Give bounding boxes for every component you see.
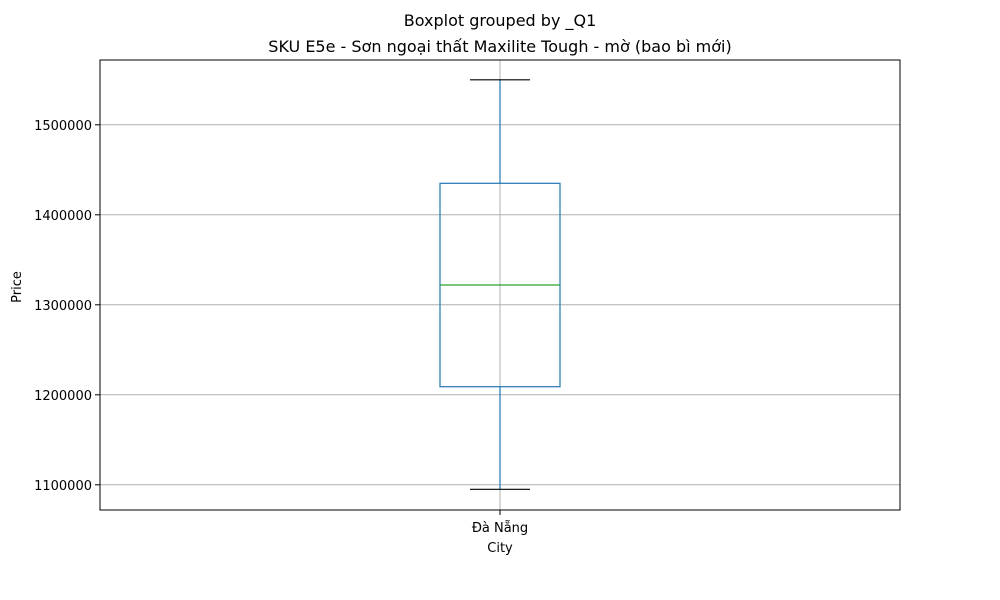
y-tick-label: 1300000 — [34, 299, 92, 314]
x-axis-label: City — [487, 541, 513, 556]
plot-area-frame — [99, 59, 901, 511]
box-1 — [439, 79, 561, 490]
y-tick-label: 1200000 — [34, 389, 92, 404]
chart-suptitle: Boxplot grouped by _Q1 — [404, 11, 597, 31]
y-axis-ticks: 1100000 1200000 1300000 1400000 1500000 — [34, 119, 100, 494]
box-series — [439, 79, 561, 490]
y-tick-label: 1500000 — [34, 119, 92, 134]
chart-title: SKU E5e - Sơn ngoại thất Maxilite Tough … — [268, 37, 731, 56]
x-tick-label: Đà Nẵng — [472, 521, 528, 536]
y-tick-label: 1100000 — [34, 479, 92, 494]
y-axis-label: Price — [10, 271, 25, 303]
y-tick-label: 1400000 — [34, 209, 92, 224]
x-axis-ticks: Đà Nẵng — [472, 510, 528, 536]
